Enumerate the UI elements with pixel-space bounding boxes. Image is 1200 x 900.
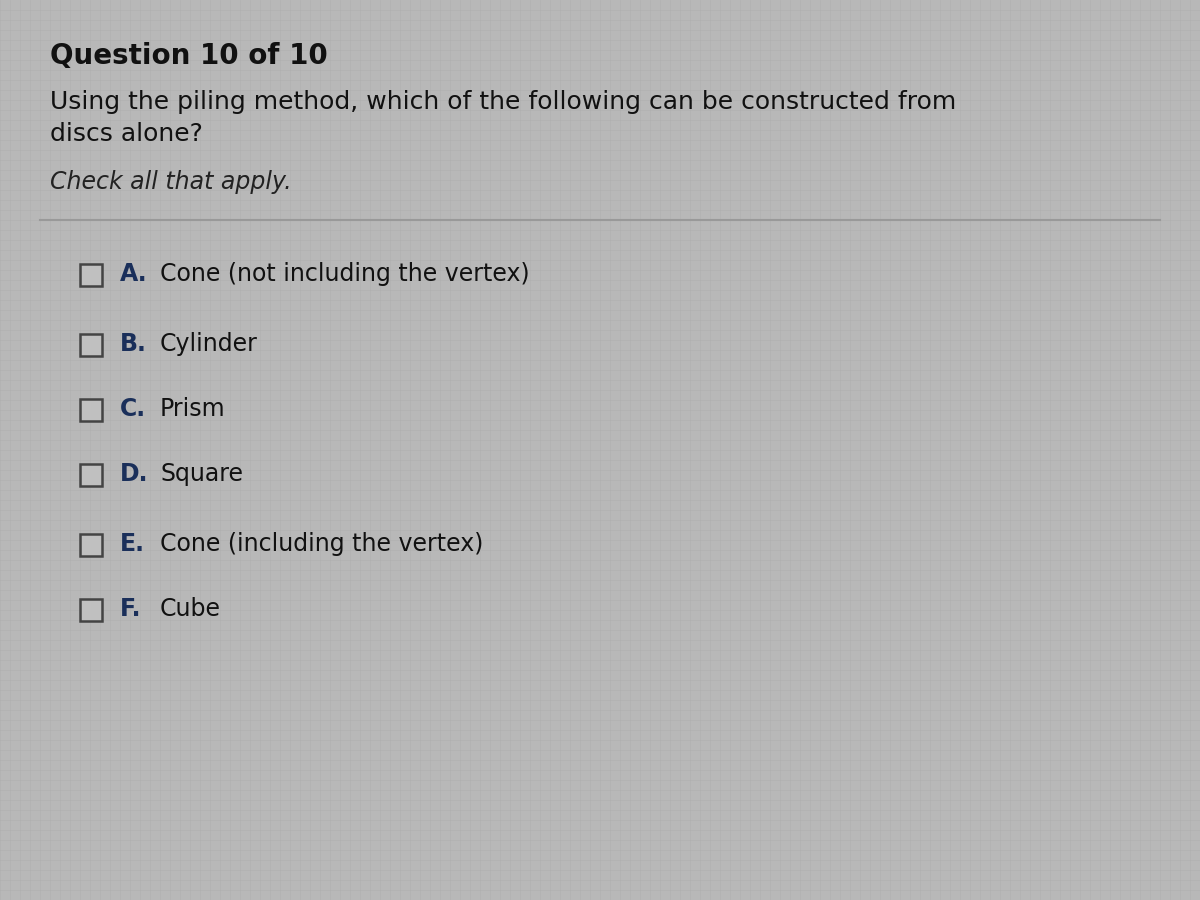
Text: Cylinder: Cylinder	[160, 332, 258, 356]
Text: E.: E.	[120, 532, 145, 556]
Text: A.: A.	[120, 262, 148, 286]
Bar	[80, 264, 102, 286]
Bar	[80, 334, 102, 356]
Text: D.: D.	[120, 462, 149, 486]
Text: Prism: Prism	[160, 397, 226, 421]
Text: Cube: Cube	[160, 597, 221, 621]
Text: discs alone?: discs alone?	[50, 122, 203, 146]
Bar	[80, 464, 102, 486]
Text: Using the piling method, which of the following can be constructed from: Using the piling method, which of the fo…	[50, 90, 956, 114]
Text: F.: F.	[120, 597, 142, 621]
Bar	[80, 399, 102, 421]
Text: Cone (not including the vertex): Cone (not including the vertex)	[160, 262, 529, 286]
Text: C.: C.	[120, 397, 146, 421]
Bar	[80, 599, 102, 621]
Text: Question 10 of 10: Question 10 of 10	[50, 42, 328, 70]
Text: Cone (including the vertex): Cone (including the vertex)	[160, 532, 484, 556]
Text: Check all that apply.: Check all that apply.	[50, 170, 292, 194]
Text: Square: Square	[160, 462, 242, 486]
Text: B.: B.	[120, 332, 146, 356]
Bar	[80, 534, 102, 556]
